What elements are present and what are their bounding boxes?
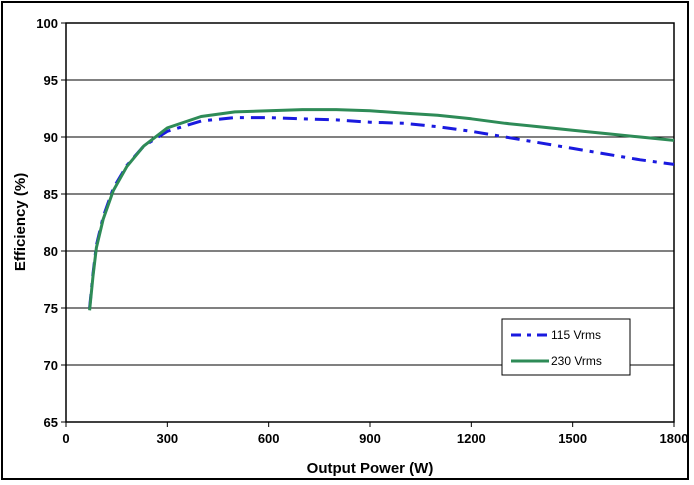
y-tick-label-100: 100 <box>36 16 58 31</box>
series-layer <box>88 108 675 311</box>
x-tick-label-900: 900 <box>359 431 381 446</box>
x-axis-title: Output Power (W) <box>307 460 434 477</box>
y-tick-label-75: 75 <box>44 301 58 316</box>
legend: 115 Vrms 230 Vrms <box>501 318 631 376</box>
x-tick-label-1800: 1800 <box>660 431 689 446</box>
series-line-230-vrms <box>88 108 675 311</box>
x-tick-label-0: 0 <box>62 431 69 446</box>
y-tick-label-95: 95 <box>44 73 58 88</box>
x-tick-label-1500: 1500 <box>558 431 587 446</box>
y-tick-label-90: 90 <box>44 130 58 145</box>
x-tick-label-1200: 1200 <box>457 431 486 446</box>
legend-box <box>501 318 631 376</box>
y-tick-label-70: 70 <box>44 358 58 373</box>
x-tick-label-600: 600 <box>258 431 280 446</box>
chart-frame <box>1 1 689 480</box>
y-axis-ticks: 65 70 75 80 85 90 95 100 <box>36 16 66 430</box>
x-axis-ticks: 0 300 600 900 1200 1500 1800 <box>62 422 688 446</box>
series-line-115-vrms <box>88 116 675 309</box>
y-tick-label-65: 65 <box>44 415 58 430</box>
y-tick-label-85: 85 <box>44 187 58 202</box>
x-tick-label-300: 300 <box>156 431 178 446</box>
legend-label-230-vrms: 230 Vrms <box>551 354 602 368</box>
y-axis-title: Efficiency (%) <box>12 173 29 271</box>
y-tick-label-80: 80 <box>44 244 58 259</box>
legend-label-115-vrms: 115 Vrms <box>551 328 601 342</box>
